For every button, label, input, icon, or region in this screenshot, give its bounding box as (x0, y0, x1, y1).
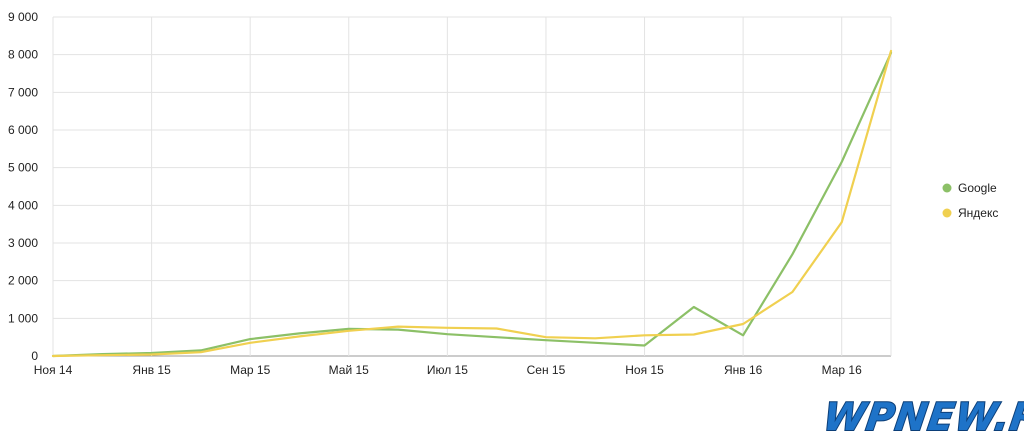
y-tick-label: 8 000 (8, 48, 38, 62)
watermark-text: WPNEW.RU (821, 396, 1024, 433)
legend-item[interactable]: Google (942, 181, 998, 195)
x-tick-label: Мар 15 (230, 363, 270, 377)
y-tick-label: 4 000 (8, 198, 38, 212)
x-tick-label: Июл 15 (427, 363, 468, 377)
y-tick-label: 6 000 (8, 123, 38, 137)
y-tick-label: 5 000 (8, 161, 38, 175)
legend[interactable]: Google Яндекс (942, 181, 999, 220)
y-tick-label: 1 000 (8, 311, 38, 325)
y-tick-label: 3 000 (8, 236, 38, 250)
legend-label: Google (958, 181, 997, 195)
legend-marker (942, 208, 952, 218)
x-tick-label: Янв 16 (724, 363, 763, 377)
x-tick-label: Май 15 (329, 363, 370, 377)
legend-item[interactable]: Яндекс (942, 206, 999, 220)
watermark-logo: WPNEW.RU (820, 395, 1024, 433)
series-lines (51, 49, 893, 358)
y-tick-label: 2 000 (8, 274, 38, 288)
x-tick-label: Ноя 14 (34, 363, 73, 377)
series-line-0 (51, 51, 893, 358)
y-tick-label: 9 000 (8, 10, 38, 24)
axes: 0 1 000 2 000 3 000 4 000 5 000 6 000 7 000 8 00… (8, 10, 862, 377)
y-tick-label: 0 (31, 349, 38, 363)
x-tick-label: Янв 15 (132, 363, 171, 377)
x-tick-label: Сен 15 (527, 363, 566, 377)
series-line-1 (51, 49, 893, 358)
grid (52, 16, 892, 357)
legend-marker (942, 183, 952, 193)
y-tick-label: 7 000 (8, 85, 38, 99)
x-tick-label: Ноя 15 (625, 363, 664, 377)
legend-label: Яндекс (958, 206, 998, 220)
x-tick-label: Мар 16 (822, 363, 862, 377)
